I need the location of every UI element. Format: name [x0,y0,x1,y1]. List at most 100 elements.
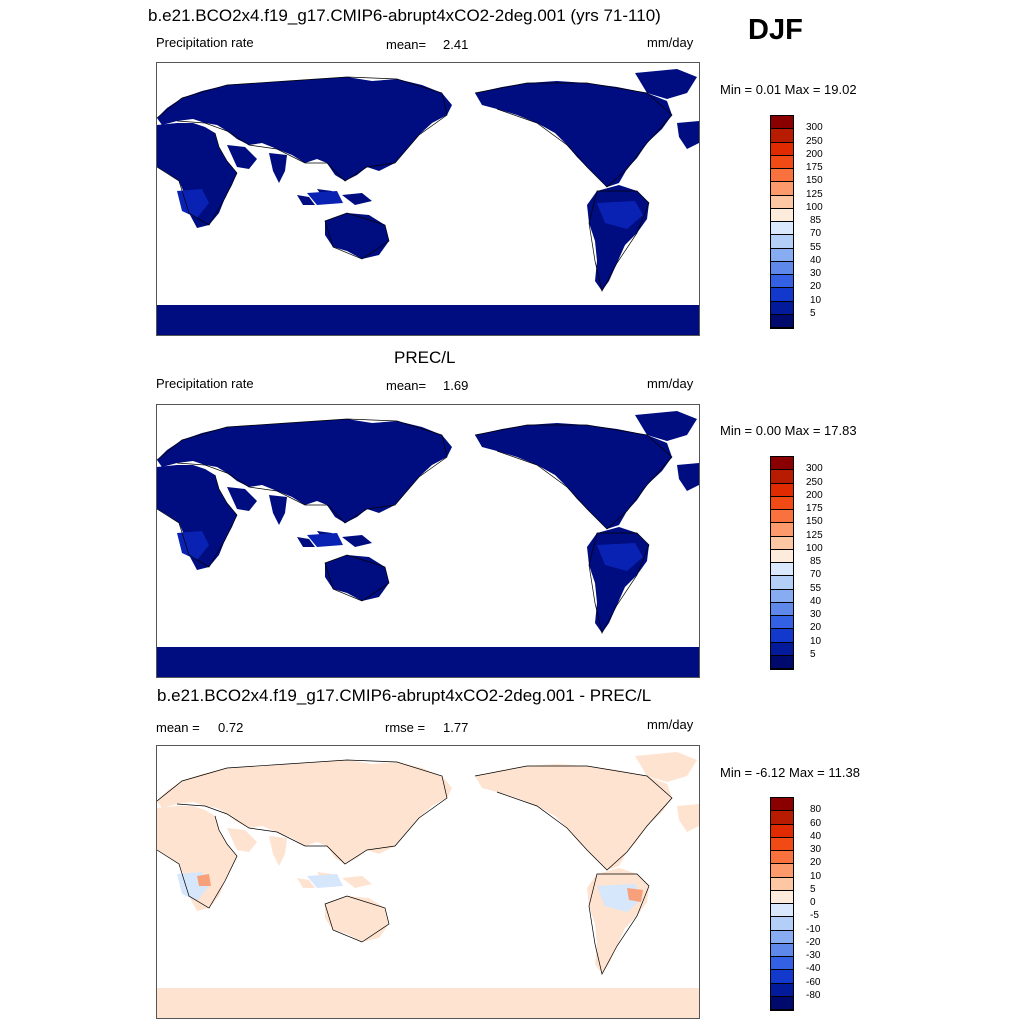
figure-title: b.e21.BCO2x4.f19_g17.CMIP6-abrupt4xCO2-2… [148,6,661,25]
land-region [297,195,315,205]
colorbar-swatch [771,470,793,484]
panel2-mean-value: 1.69 [443,378,469,393]
colorbar-tick-label: 10 [810,294,822,306]
colorbar-swatch [771,970,793,984]
panel2-map [156,404,700,678]
colorbar-swatch [771,288,793,302]
land-region [475,81,672,187]
colorbar-swatch [771,957,793,971]
colorbar-swatch [771,142,793,156]
land-region [342,193,372,205]
land-region [269,153,287,183]
panel3-rmse-label: rmse = [385,720,426,735]
colorbar-tick-label: 40 [810,830,822,842]
colorbar-swatch [771,510,793,524]
coastline [474,765,673,871]
panel2-mean-label: mean= [386,378,427,393]
wet-region [177,531,209,560]
positive-anomaly-region [627,888,643,902]
colorbar-swatch [771,195,793,209]
colorbar-tick-label: 55 [810,582,822,594]
colorbar-swatch [771,824,793,838]
colorbar-swatch [771,261,793,275]
colorbar-swatch [771,602,793,616]
colorbar-tick-label: 10 [810,870,822,882]
colorbar-swatch [771,798,793,812]
colorbar-tick-label: 80 [810,804,822,816]
colorbar-tick-label: 5 [810,307,816,319]
colorbar-tick-label: 10 [810,635,822,647]
land-region [269,495,287,525]
colorbar-tick-label: 55 [810,241,822,253]
wet-region [597,201,643,229]
land-region [157,465,237,570]
colorbar-swatch [771,483,793,497]
land-region [325,555,389,601]
panel2-minmax: Min = 0.00 Max = 17.83 [720,423,857,438]
panel1-mean-value: 2.41 [443,37,469,52]
colorbar-swatch [771,182,793,196]
coastline [157,132,238,226]
colorbar-swatch [771,837,793,851]
coastline [474,82,673,188]
panel2-units: mm/day [647,376,694,391]
land-region [157,806,237,911]
colorbar-tick-label: 85 [810,215,822,226]
coastline [324,212,390,260]
colorbar-tick-label: 175 [806,503,823,514]
colorbar-swatch [771,983,793,997]
panel2-colorbar [770,456,794,670]
colorbar-swatch [771,523,793,537]
colorbar-tick-label: 0 [810,897,816,908]
panel3-mean-value: 0.72 [218,720,244,735]
coastline [588,873,650,975]
colorbar-tick-label: 150 [806,175,823,187]
land-region [475,423,672,529]
land-region [157,77,452,181]
panel3-mean-label: mean = [156,720,200,735]
colorbar-swatch [771,877,793,891]
coastline [157,76,448,182]
colorbar-tick-label: 30 [810,609,822,620]
colorbar-swatch [771,996,793,1010]
colorbar-swatch [771,275,793,289]
colorbar-swatch [771,890,793,904]
colorbar-swatch [771,851,793,865]
colorbar-tick-label: 60 [810,817,822,829]
colorbar-swatch [771,169,793,183]
colorbar-tick-label: -5 [810,910,819,922]
wet-region [597,543,643,571]
panel2-title: PREC/L [394,348,456,367]
colorbar-tick-label: 175 [806,162,823,173]
panel3-minmax: Min = -6.12 Max = 11.38 [720,765,860,780]
land-region [227,828,257,852]
colorbar-swatch [771,536,793,550]
colorbar-tick-label: 20 [810,857,822,869]
colorbar-tick-label: 30 [810,268,822,279]
land-region [297,878,315,888]
colorbar-tick-label: 70 [810,228,822,240]
land-region [677,121,699,149]
colorbar-tick-label: 250 [806,476,823,488]
land-region [227,145,257,169]
land-region [475,764,672,870]
land-region [342,535,372,547]
colorbar-tick-label: 5 [810,883,816,895]
colorbar-tick-label: 250 [806,135,823,147]
colorbar-tick-label: 85 [810,556,822,567]
panel1-minmax: Min = 0.01 Max = 19.02 [720,82,857,97]
panel1-map [156,62,700,336]
colorbar-swatch [771,222,793,236]
coastline [157,759,448,865]
panel1-mean-label: mean= [386,37,427,52]
colorbar-swatch [771,811,793,825]
colorbar-tick-label: 40 [810,595,822,607]
land-region [677,463,699,491]
colorbar-swatch [771,301,793,315]
land-region [227,487,257,511]
colorbar-swatch [771,248,793,262]
land-region [297,537,315,547]
coastline [474,424,673,530]
land-region [157,123,237,228]
wet-region [177,189,209,218]
